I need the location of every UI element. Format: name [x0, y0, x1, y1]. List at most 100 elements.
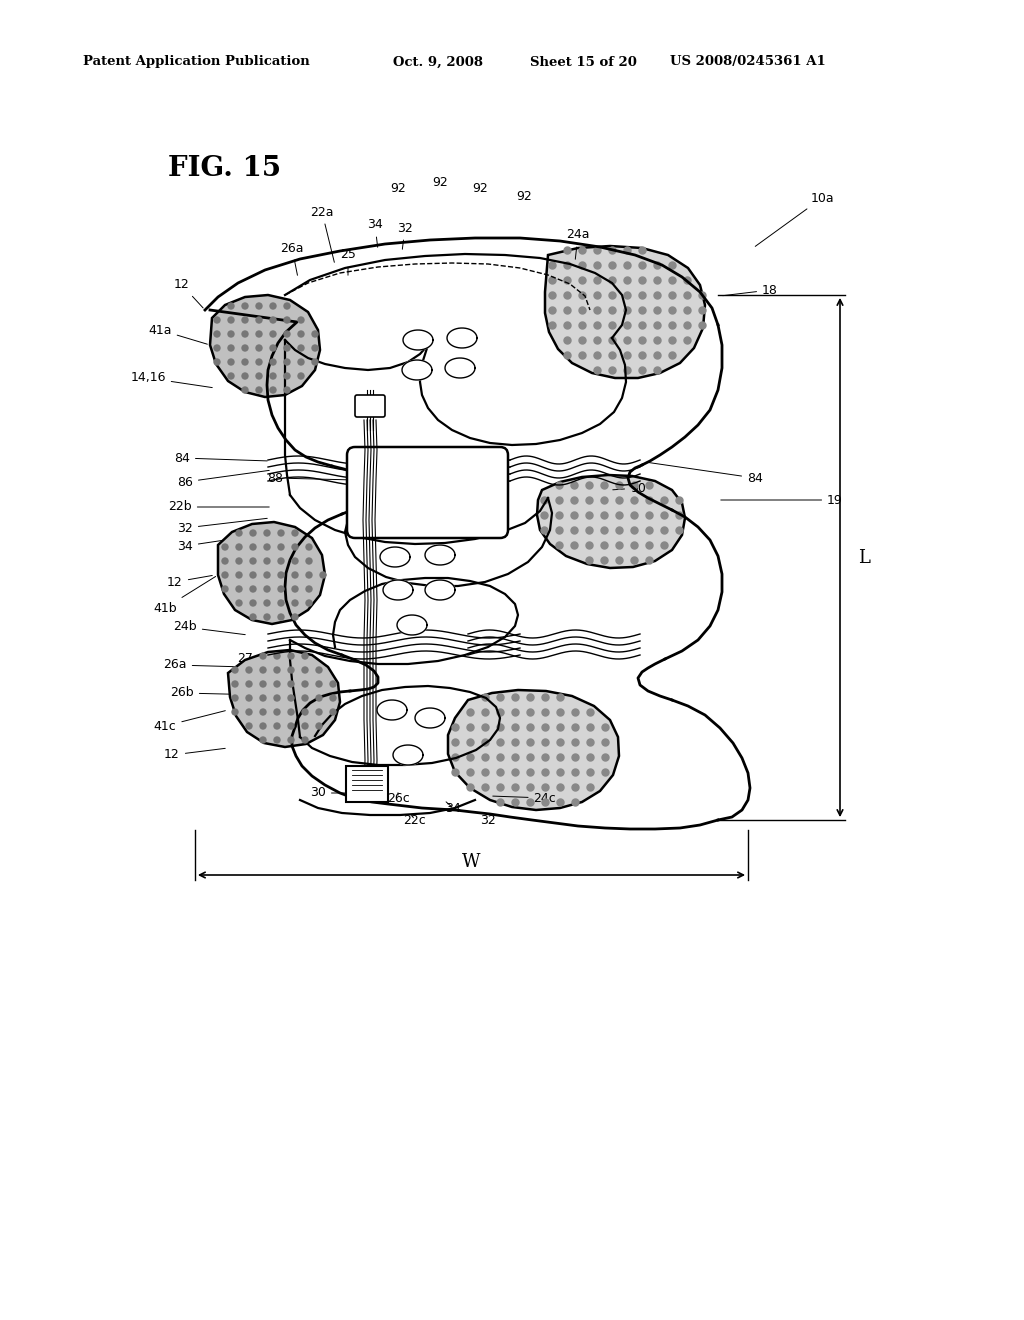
Circle shape: [330, 696, 336, 701]
Circle shape: [639, 322, 646, 329]
Circle shape: [616, 498, 623, 504]
Circle shape: [232, 709, 238, 715]
Circle shape: [646, 512, 653, 519]
Polygon shape: [537, 475, 685, 568]
Circle shape: [467, 754, 474, 762]
Circle shape: [284, 304, 290, 309]
Text: 24a: 24a: [566, 228, 590, 259]
Text: 88: 88: [267, 471, 352, 484]
Circle shape: [541, 512, 548, 519]
Text: 34: 34: [368, 219, 383, 247]
Circle shape: [587, 723, 594, 731]
Text: 34: 34: [177, 533, 269, 553]
Circle shape: [497, 799, 504, 807]
Circle shape: [512, 694, 519, 701]
Circle shape: [587, 754, 594, 762]
Circle shape: [624, 337, 631, 345]
Circle shape: [284, 387, 290, 393]
Polygon shape: [403, 330, 433, 350]
Circle shape: [572, 709, 579, 715]
Circle shape: [250, 614, 256, 620]
Text: 30: 30: [310, 787, 353, 800]
Circle shape: [587, 709, 594, 715]
Text: 84: 84: [648, 462, 763, 484]
Polygon shape: [415, 708, 445, 729]
Circle shape: [264, 544, 270, 550]
Circle shape: [302, 737, 308, 743]
Circle shape: [256, 304, 262, 309]
Circle shape: [452, 723, 459, 731]
Circle shape: [274, 696, 280, 701]
Polygon shape: [425, 545, 455, 565]
Circle shape: [236, 544, 242, 550]
Circle shape: [260, 653, 266, 659]
Circle shape: [242, 331, 248, 337]
Circle shape: [222, 586, 228, 591]
Circle shape: [330, 709, 336, 715]
Text: 12: 12: [164, 748, 225, 762]
Circle shape: [609, 337, 616, 345]
Circle shape: [260, 667, 266, 673]
Circle shape: [482, 709, 489, 715]
Circle shape: [587, 770, 594, 776]
Circle shape: [298, 345, 304, 351]
Circle shape: [639, 277, 646, 284]
Circle shape: [278, 601, 284, 606]
Polygon shape: [383, 579, 413, 601]
Circle shape: [232, 667, 238, 673]
Circle shape: [594, 322, 601, 329]
Circle shape: [302, 709, 308, 715]
Circle shape: [482, 784, 489, 791]
Text: 84: 84: [174, 451, 267, 465]
Circle shape: [556, 498, 563, 504]
Circle shape: [556, 482, 563, 488]
Circle shape: [557, 694, 564, 701]
Circle shape: [278, 544, 284, 550]
Circle shape: [228, 345, 234, 351]
Circle shape: [542, 723, 549, 731]
Circle shape: [214, 345, 220, 351]
Circle shape: [274, 667, 280, 673]
Text: 32: 32: [177, 519, 267, 535]
Circle shape: [497, 723, 504, 731]
Circle shape: [236, 572, 242, 578]
Circle shape: [579, 352, 586, 359]
Text: 10a: 10a: [756, 191, 834, 247]
Circle shape: [557, 770, 564, 776]
Circle shape: [602, 754, 609, 762]
Circle shape: [646, 498, 653, 504]
Text: 12: 12: [167, 576, 212, 589]
Circle shape: [292, 572, 298, 578]
Circle shape: [264, 614, 270, 620]
Circle shape: [594, 247, 601, 253]
Text: 27: 27: [238, 652, 287, 664]
Circle shape: [316, 681, 322, 686]
Circle shape: [527, 784, 534, 791]
Circle shape: [699, 308, 706, 314]
Circle shape: [557, 739, 564, 746]
Circle shape: [684, 337, 691, 345]
Circle shape: [512, 754, 519, 762]
Circle shape: [497, 754, 504, 762]
Circle shape: [631, 512, 638, 519]
Circle shape: [246, 681, 252, 686]
Polygon shape: [397, 615, 427, 635]
Circle shape: [631, 482, 638, 488]
FancyBboxPatch shape: [347, 447, 508, 539]
Text: 92: 92: [390, 181, 406, 194]
Text: L: L: [858, 549, 869, 568]
Text: W: W: [462, 853, 480, 871]
Circle shape: [669, 337, 676, 345]
Circle shape: [312, 345, 318, 351]
Circle shape: [594, 308, 601, 314]
Circle shape: [482, 739, 489, 746]
Circle shape: [662, 512, 668, 519]
Polygon shape: [393, 744, 423, 766]
Circle shape: [246, 667, 252, 673]
Circle shape: [242, 304, 248, 309]
Circle shape: [512, 739, 519, 746]
Polygon shape: [218, 521, 325, 624]
Circle shape: [302, 681, 308, 686]
Circle shape: [699, 322, 706, 329]
Circle shape: [549, 277, 556, 284]
